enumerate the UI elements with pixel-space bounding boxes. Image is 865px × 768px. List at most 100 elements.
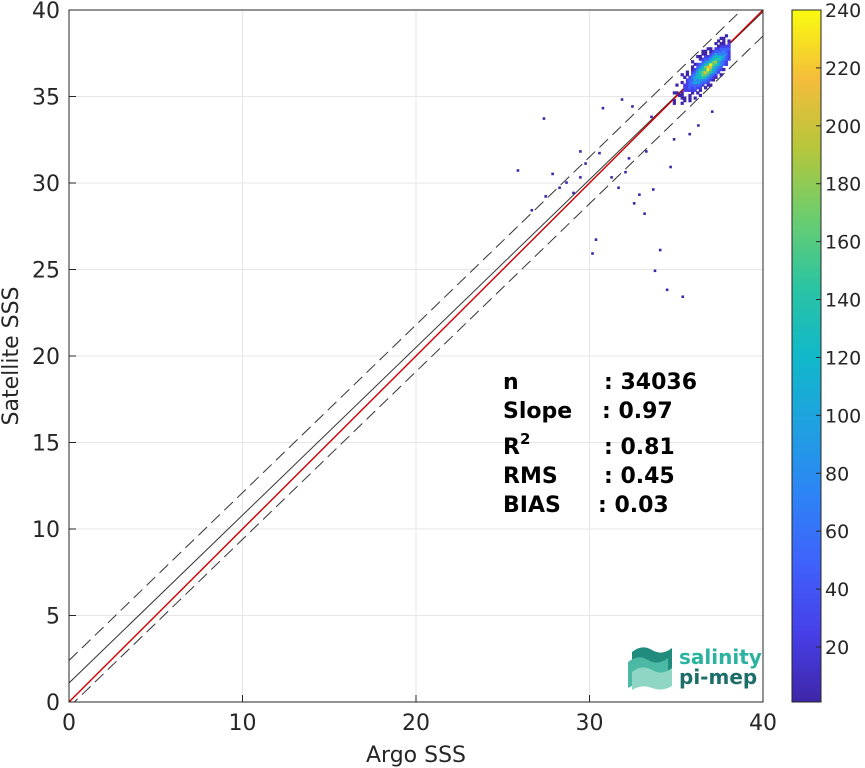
- density-cell: [683, 75, 687, 79]
- density-cell: [719, 54, 723, 59]
- density-cell: [701, 75, 705, 79]
- density-cell: [698, 73, 703, 77]
- density-cell: [680, 96, 684, 100]
- density-cell: [690, 78, 695, 82]
- density-cell: [717, 39, 721, 43]
- density-cell: [711, 67, 716, 72]
- outlier-point: [627, 157, 631, 160]
- density-cell: [709, 75, 713, 79]
- density-cell: [675, 91, 679, 95]
- outlier-point: [591, 252, 594, 255]
- density-cell: [706, 80, 710, 85]
- outlier-point: [584, 162, 587, 165]
- colorbar-ticks: 20 40 60 80 100 120 140 160 180 200 220 240: [816, 0, 861, 659]
- outlier-point: [672, 138, 676, 141]
- colorbar-tick-label: 20: [825, 637, 849, 659]
- density-cell: [704, 75, 708, 79]
- density-cell: [688, 96, 692, 100]
- density-cell: [727, 49, 731, 53]
- x-tick-label: 40: [749, 711, 777, 736]
- x-tick-label: 30: [576, 711, 604, 736]
- density-cell: [717, 70, 721, 74]
- density-cell: [724, 62, 729, 66]
- outlier-point: [632, 202, 636, 205]
- colorbar-tick-label: 40: [825, 579, 849, 601]
- density-cell: [696, 91, 700, 95]
- outlier-point: [658, 248, 662, 252]
- density-cell: [709, 62, 713, 66]
- stat-n-label: n: [503, 370, 519, 395]
- colorbar-tick-label: 180: [825, 174, 861, 196]
- stat-r2-value: : 0.81: [604, 435, 675, 460]
- density-cell: [690, 70, 695, 74]
- density-cell: [698, 80, 703, 85]
- density-cell: [724, 52, 729, 56]
- density-cell: [724, 49, 729, 53]
- density-cell: [706, 67, 710, 72]
- density-cell: [706, 47, 710, 51]
- density-cell: [683, 83, 687, 87]
- density-cell: [717, 67, 721, 72]
- density-cell: [714, 49, 718, 53]
- outlier-point: [516, 169, 520, 172]
- density-cell: [693, 80, 697, 85]
- density-cell: [711, 70, 716, 74]
- density-cell: [706, 73, 710, 77]
- density-cell: [690, 75, 695, 79]
- density-cell: [722, 62, 726, 66]
- density-cell: [711, 65, 716, 69]
- density-cell: [724, 47, 729, 51]
- stat-rms-value: : 0.45: [604, 464, 675, 489]
- density-cell: [722, 67, 726, 72]
- density-cell: [685, 83, 689, 87]
- density-cell: [690, 83, 695, 87]
- density-cell: [709, 49, 713, 53]
- density-cell: [704, 62, 708, 66]
- density-cell: [704, 60, 708, 64]
- outlier-point: [653, 269, 657, 273]
- density-cell: [693, 73, 697, 77]
- x-tick-label: 20: [402, 711, 430, 736]
- density-cell: [711, 49, 716, 53]
- density-cell: [696, 78, 700, 82]
- density-cell: [693, 83, 697, 87]
- outlier-point: [710, 110, 714, 113]
- outlier-point: [665, 288, 669, 292]
- density-cell: [714, 52, 718, 56]
- density-cell: [722, 47, 726, 51]
- density-cell: [698, 88, 703, 92]
- density-cell: [696, 54, 700, 59]
- colorbar-tick-label: 80: [825, 463, 849, 485]
- density-cell: [693, 78, 697, 82]
- density-cell: [672, 101, 676, 105]
- density-cell: [706, 75, 710, 79]
- density-cell: [693, 88, 697, 92]
- density-cell: [701, 57, 705, 61]
- density-cell: [680, 101, 684, 105]
- density-cell: [698, 65, 703, 69]
- outlier-point: [551, 172, 554, 176]
- density-cell: [690, 80, 695, 85]
- density-cell: [709, 52, 713, 56]
- density-cell: [701, 80, 705, 85]
- reference-lines: [69, 10, 763, 702]
- density-cell: [714, 67, 718, 72]
- density-cell: [696, 86, 700, 90]
- stat-bias-label: BIAS: [503, 493, 561, 518]
- density-cell: [685, 80, 689, 85]
- density-cell: [685, 70, 689, 74]
- density-cell: [696, 83, 700, 87]
- outlier-point: [643, 212, 646, 216]
- density-cell: [672, 91, 676, 95]
- density-cell: [719, 65, 723, 69]
- density-cell: [704, 52, 708, 56]
- outlier-point: [650, 115, 653, 119]
- outlier-point: [624, 170, 627, 174]
- colorbar-tick-label: 240: [825, 0, 861, 22]
- density-cell: [690, 60, 695, 64]
- density-cell: [690, 73, 695, 77]
- density-cell: [722, 54, 726, 59]
- outlier-point: [598, 151, 601, 155]
- density-cell: [709, 60, 713, 64]
- density-cell: [688, 93, 692, 98]
